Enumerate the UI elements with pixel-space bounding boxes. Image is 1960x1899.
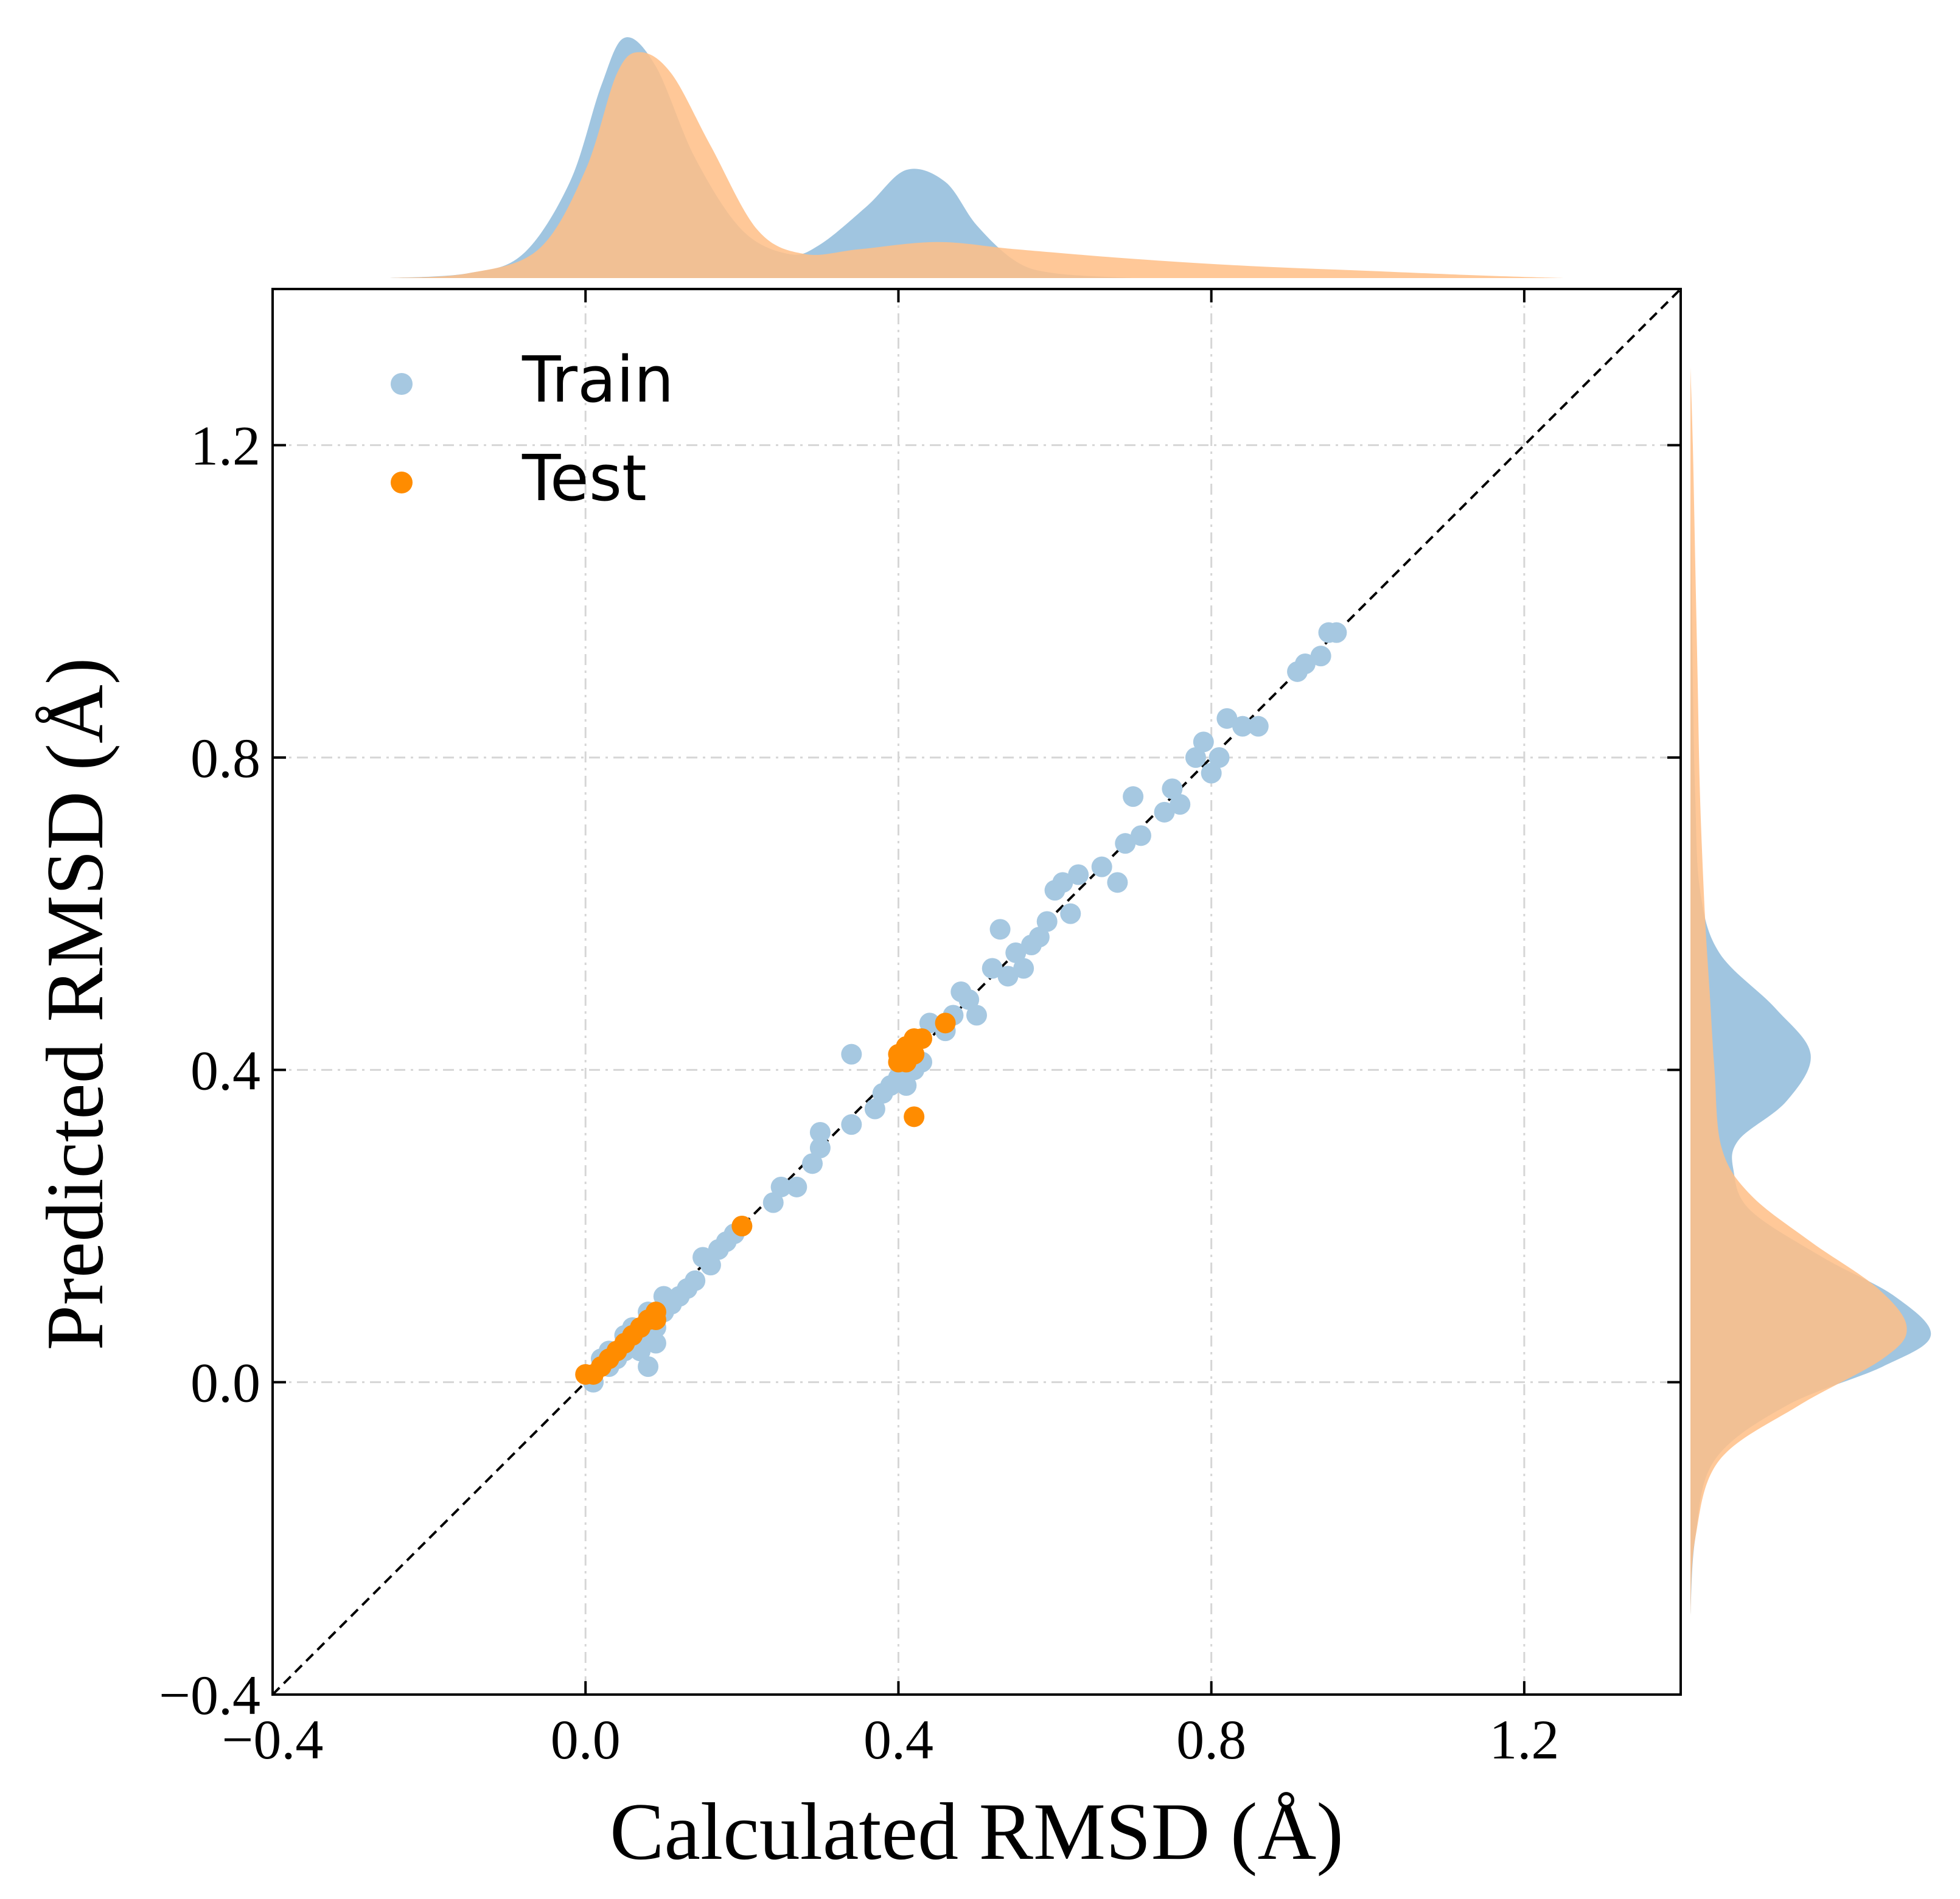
data-points bbox=[575, 622, 1347, 1393]
train-point bbox=[809, 1137, 831, 1159]
y-tick-label: −0.4 bbox=[159, 1664, 260, 1726]
train-point bbox=[989, 919, 1011, 940]
train-point bbox=[645, 1333, 666, 1354]
train-point bbox=[966, 1005, 987, 1026]
train-point bbox=[1005, 942, 1027, 963]
train-point bbox=[1028, 927, 1050, 948]
train-point bbox=[958, 989, 980, 1010]
train-point bbox=[896, 1075, 917, 1096]
train-point bbox=[919, 1012, 940, 1034]
train-point bbox=[762, 1192, 784, 1213]
x-tick-label: 0.8 bbox=[1176, 1709, 1246, 1771]
train-point bbox=[1326, 622, 1347, 643]
train-point bbox=[1013, 958, 1034, 979]
train-point bbox=[786, 1176, 807, 1197]
test-point bbox=[912, 1028, 933, 1049]
legend-marker-test bbox=[391, 472, 413, 493]
train-point bbox=[802, 1153, 823, 1174]
y-tick-label: 0.8 bbox=[190, 727, 260, 789]
y-tick-label: 0.0 bbox=[190, 1352, 260, 1414]
test-density-top bbox=[389, 52, 1564, 278]
y-axis-title: Predicted RMSD (Å) bbox=[30, 658, 120, 1351]
train-point bbox=[700, 1255, 721, 1276]
train-point bbox=[1115, 833, 1136, 854]
train-point bbox=[1310, 646, 1331, 667]
test-density-right bbox=[1690, 367, 1907, 1617]
train-point bbox=[1130, 825, 1151, 846]
train-point bbox=[1154, 801, 1175, 823]
train-point bbox=[630, 1340, 651, 1362]
test-point bbox=[645, 1301, 666, 1323]
train-point bbox=[1247, 716, 1269, 737]
train-point bbox=[1216, 708, 1238, 729]
train-point bbox=[1060, 903, 1081, 924]
train-point bbox=[1193, 731, 1214, 753]
train-point bbox=[1162, 778, 1183, 800]
reference-line bbox=[271, 288, 1682, 1696]
train-point bbox=[841, 1114, 862, 1135]
x-tick-label: −0.4 bbox=[222, 1709, 324, 1771]
legend-label-test: Test bbox=[521, 441, 647, 515]
test-point bbox=[731, 1216, 753, 1236]
train-point bbox=[1170, 794, 1191, 815]
train-point bbox=[770, 1176, 792, 1197]
train-point bbox=[1052, 872, 1073, 893]
train-point bbox=[638, 1356, 659, 1377]
train-point bbox=[809, 1122, 831, 1143]
train-point bbox=[864, 1098, 885, 1120]
test-point bbox=[904, 1044, 925, 1065]
right-density-plot bbox=[1690, 367, 1931, 1617]
test-point bbox=[935, 1012, 956, 1034]
train-point bbox=[1185, 747, 1206, 768]
y-tick-label: 1.2 bbox=[190, 415, 260, 477]
test-point bbox=[904, 1106, 925, 1127]
grid-lines bbox=[273, 289, 1681, 1695]
y-tick-label: 0.4 bbox=[190, 1039, 260, 1101]
identity-line bbox=[271, 288, 1682, 1696]
train-point bbox=[685, 1270, 706, 1291]
legend: Train Test bbox=[391, 343, 674, 515]
legend-marker-train bbox=[391, 373, 413, 395]
x-tick-label: 1.2 bbox=[1489, 1709, 1559, 1771]
train-point bbox=[1201, 762, 1222, 784]
plot-frame bbox=[271, 288, 1682, 1696]
top-density-plot bbox=[389, 37, 1564, 279]
legend-label-train: Train bbox=[521, 343, 674, 417]
train-point bbox=[982, 958, 1003, 979]
train-point bbox=[1068, 864, 1089, 885]
axis-ticks: −0.4 0.0 0.4 0.8 1.2 −0.4 0.0 0.4 0.8 1.2 bbox=[159, 289, 1681, 1771]
train-point bbox=[1091, 856, 1112, 877]
x-tick-label: 0.0 bbox=[551, 1709, 621, 1771]
x-axis-title: Calculated RMSD (Å) bbox=[610, 1786, 1344, 1876]
train-point bbox=[1107, 872, 1128, 893]
train-point bbox=[1036, 911, 1058, 932]
train-point bbox=[1208, 747, 1230, 768]
train-point bbox=[1294, 653, 1316, 674]
x-tick-label: 0.4 bbox=[863, 1709, 933, 1771]
train-point bbox=[1123, 786, 1144, 807]
train-point bbox=[997, 966, 1019, 987]
train-point bbox=[841, 1044, 862, 1065]
train-point bbox=[1232, 716, 1254, 737]
